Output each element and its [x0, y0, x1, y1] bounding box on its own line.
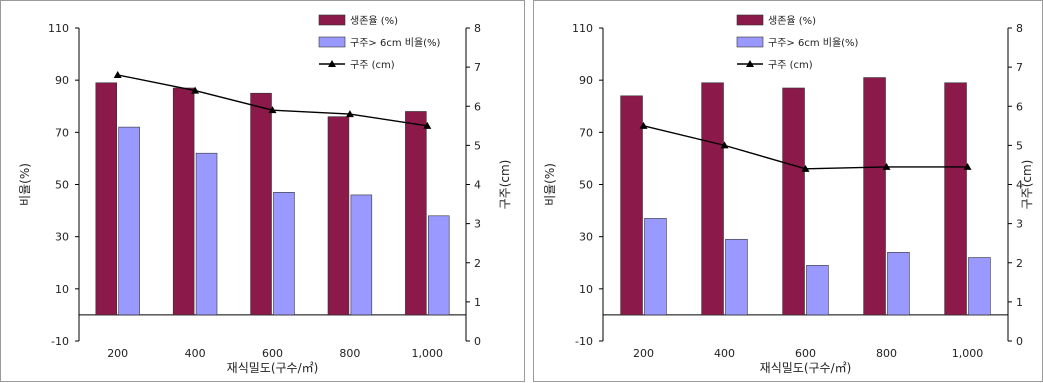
- y-tick-label: 30: [579, 231, 593, 244]
- y-tick-label: 90: [579, 74, 593, 87]
- y-tick-label: -10: [51, 335, 69, 348]
- y-tick-label: 70: [579, 126, 593, 139]
- bar-ratio-over-6cm: [273, 192, 295, 316]
- bar-ratio-over-6cm: [350, 194, 373, 316]
- y2-tick-label: 5: [474, 139, 481, 152]
- legend-marker: [746, 60, 754, 67]
- line-marker: [963, 162, 972, 170]
- legend-swatch: [318, 36, 346, 48]
- y2-tick-label: 5: [1016, 139, 1023, 152]
- bar-survival: [95, 82, 118, 316]
- line-marker: [639, 121, 648, 129]
- y-tick-label: 90: [55, 74, 69, 87]
- x-tick-label: 400: [714, 347, 735, 360]
- legend-label: 생존율 (%): [350, 15, 398, 27]
- bar-ratio-over-6cm: [195, 152, 218, 316]
- bar-ratio-over-6cm: [427, 215, 450, 316]
- x-axis-label: 재식밀도(구수/㎡): [760, 361, 852, 375]
- y-axis-label: 비율(%): [543, 163, 557, 206]
- x-tick-label: 400: [185, 347, 206, 360]
- bar-ratio-over-6cm: [644, 218, 667, 316]
- x-tick-label: 800: [876, 347, 897, 360]
- y-axis-label: 비율(%): [18, 163, 32, 206]
- bar-survival: [250, 92, 272, 316]
- y-tick-label: 110: [572, 22, 593, 35]
- y-tick-label: 50: [579, 179, 593, 192]
- legend-label: 생존율 (%): [768, 15, 816, 27]
- line-marker: [801, 164, 810, 172]
- bar-ratio-over-6cm: [968, 257, 991, 316]
- line-bulb-diameter: [117, 74, 428, 127]
- y-tick-label: -10: [575, 335, 593, 348]
- bar-survival: [620, 95, 643, 316]
- bar-survival: [782, 87, 805, 316]
- y2-tick-label: 3: [1016, 218, 1023, 231]
- bar-survival: [327, 116, 350, 316]
- legend-swatch: [736, 36, 764, 48]
- y-tick-label: 110: [48, 22, 69, 35]
- x-tick-label: 800: [339, 347, 360, 360]
- bar-survival: [863, 77, 886, 316]
- line-marker: [345, 110, 354, 118]
- y2-tick-label: 8: [1016, 22, 1023, 35]
- y-tick-label: 10: [55, 283, 69, 296]
- bar-survival: [701, 82, 724, 316]
- x-tick-label: 600: [795, 347, 816, 360]
- line-bulb-diameter: [643, 125, 968, 170]
- x-tick-label: 200: [633, 347, 654, 360]
- line-marker: [882, 162, 891, 170]
- y2-tick-label: 6: [1016, 100, 1023, 113]
- chart-panel-left: 110 90 70 50 30 10 -10 8 7 6 5 4 3 2 1 0 200 400 600 800 1,0…: [0, 0, 525, 382]
- y2-tick-label: 2: [474, 257, 481, 270]
- y-tick-label: 30: [55, 231, 69, 244]
- legend-swatch: [318, 14, 346, 26]
- legend-label: 구주> 6cm 비율(%): [768, 37, 859, 49]
- x-tick-label: 200: [107, 347, 128, 360]
- bar-survival: [172, 87, 195, 316]
- y2-tick-label: 1: [474, 296, 481, 309]
- bar-ratio-over-6cm: [887, 252, 910, 316]
- x-tick-label: 600: [262, 347, 283, 360]
- x-tick-label: 1,000: [412, 347, 444, 360]
- y2-tick-label: 3: [474, 218, 481, 231]
- x-axis-label: 재식밀도(구수/㎡): [227, 361, 319, 375]
- bar-ratio-over-6cm: [118, 126, 140, 316]
- legend-label: 구주 (cm): [350, 60, 395, 71]
- y2-axis-label: 구주(cm): [1020, 160, 1034, 210]
- legend-marker: [328, 60, 336, 67]
- y-tick-label: 10: [579, 283, 593, 296]
- line-marker: [113, 70, 122, 78]
- y2-tick-label: 6: [474, 100, 481, 113]
- line-marker: [191, 86, 200, 94]
- chart-panel-right: 110 90 70 50 30 10 -10 8 7 6 5 4 3 2 1 0 200 400 600 800 1,0…: [533, 0, 1043, 382]
- legend-label: 구주> 6cm 비율(%): [350, 37, 441, 49]
- legend-label: 구주 (cm): [768, 60, 813, 71]
- line-marker: [268, 106, 277, 114]
- bar-ratio-over-6cm: [725, 238, 748, 316]
- line-marker: [720, 141, 729, 149]
- bar-ratio-over-6cm: [806, 265, 829, 316]
- line-marker: [423, 121, 432, 129]
- y2-axis-label: 구주(cm): [498, 160, 512, 210]
- y2-tick-label: 4: [1016, 179, 1023, 192]
- y2-tick-label: 8: [474, 22, 481, 35]
- y2-tick-label: 1: [1016, 296, 1023, 309]
- bar-survival: [944, 82, 967, 316]
- y-tick-label: 70: [55, 126, 69, 139]
- y2-tick-label: 7: [474, 61, 481, 74]
- y2-tick-label: 0: [1016, 335, 1023, 348]
- y2-tick-label: 4: [474, 179, 481, 192]
- y2-tick-label: 2: [1016, 257, 1023, 270]
- bar-survival: [405, 111, 427, 316]
- y2-tick-label: 7: [1016, 61, 1023, 74]
- x-tick-label: 1,000: [952, 347, 984, 360]
- y2-tick-label: 0: [474, 335, 481, 348]
- legend-swatch: [736, 14, 764, 26]
- y-tick-label: 50: [55, 179, 69, 192]
